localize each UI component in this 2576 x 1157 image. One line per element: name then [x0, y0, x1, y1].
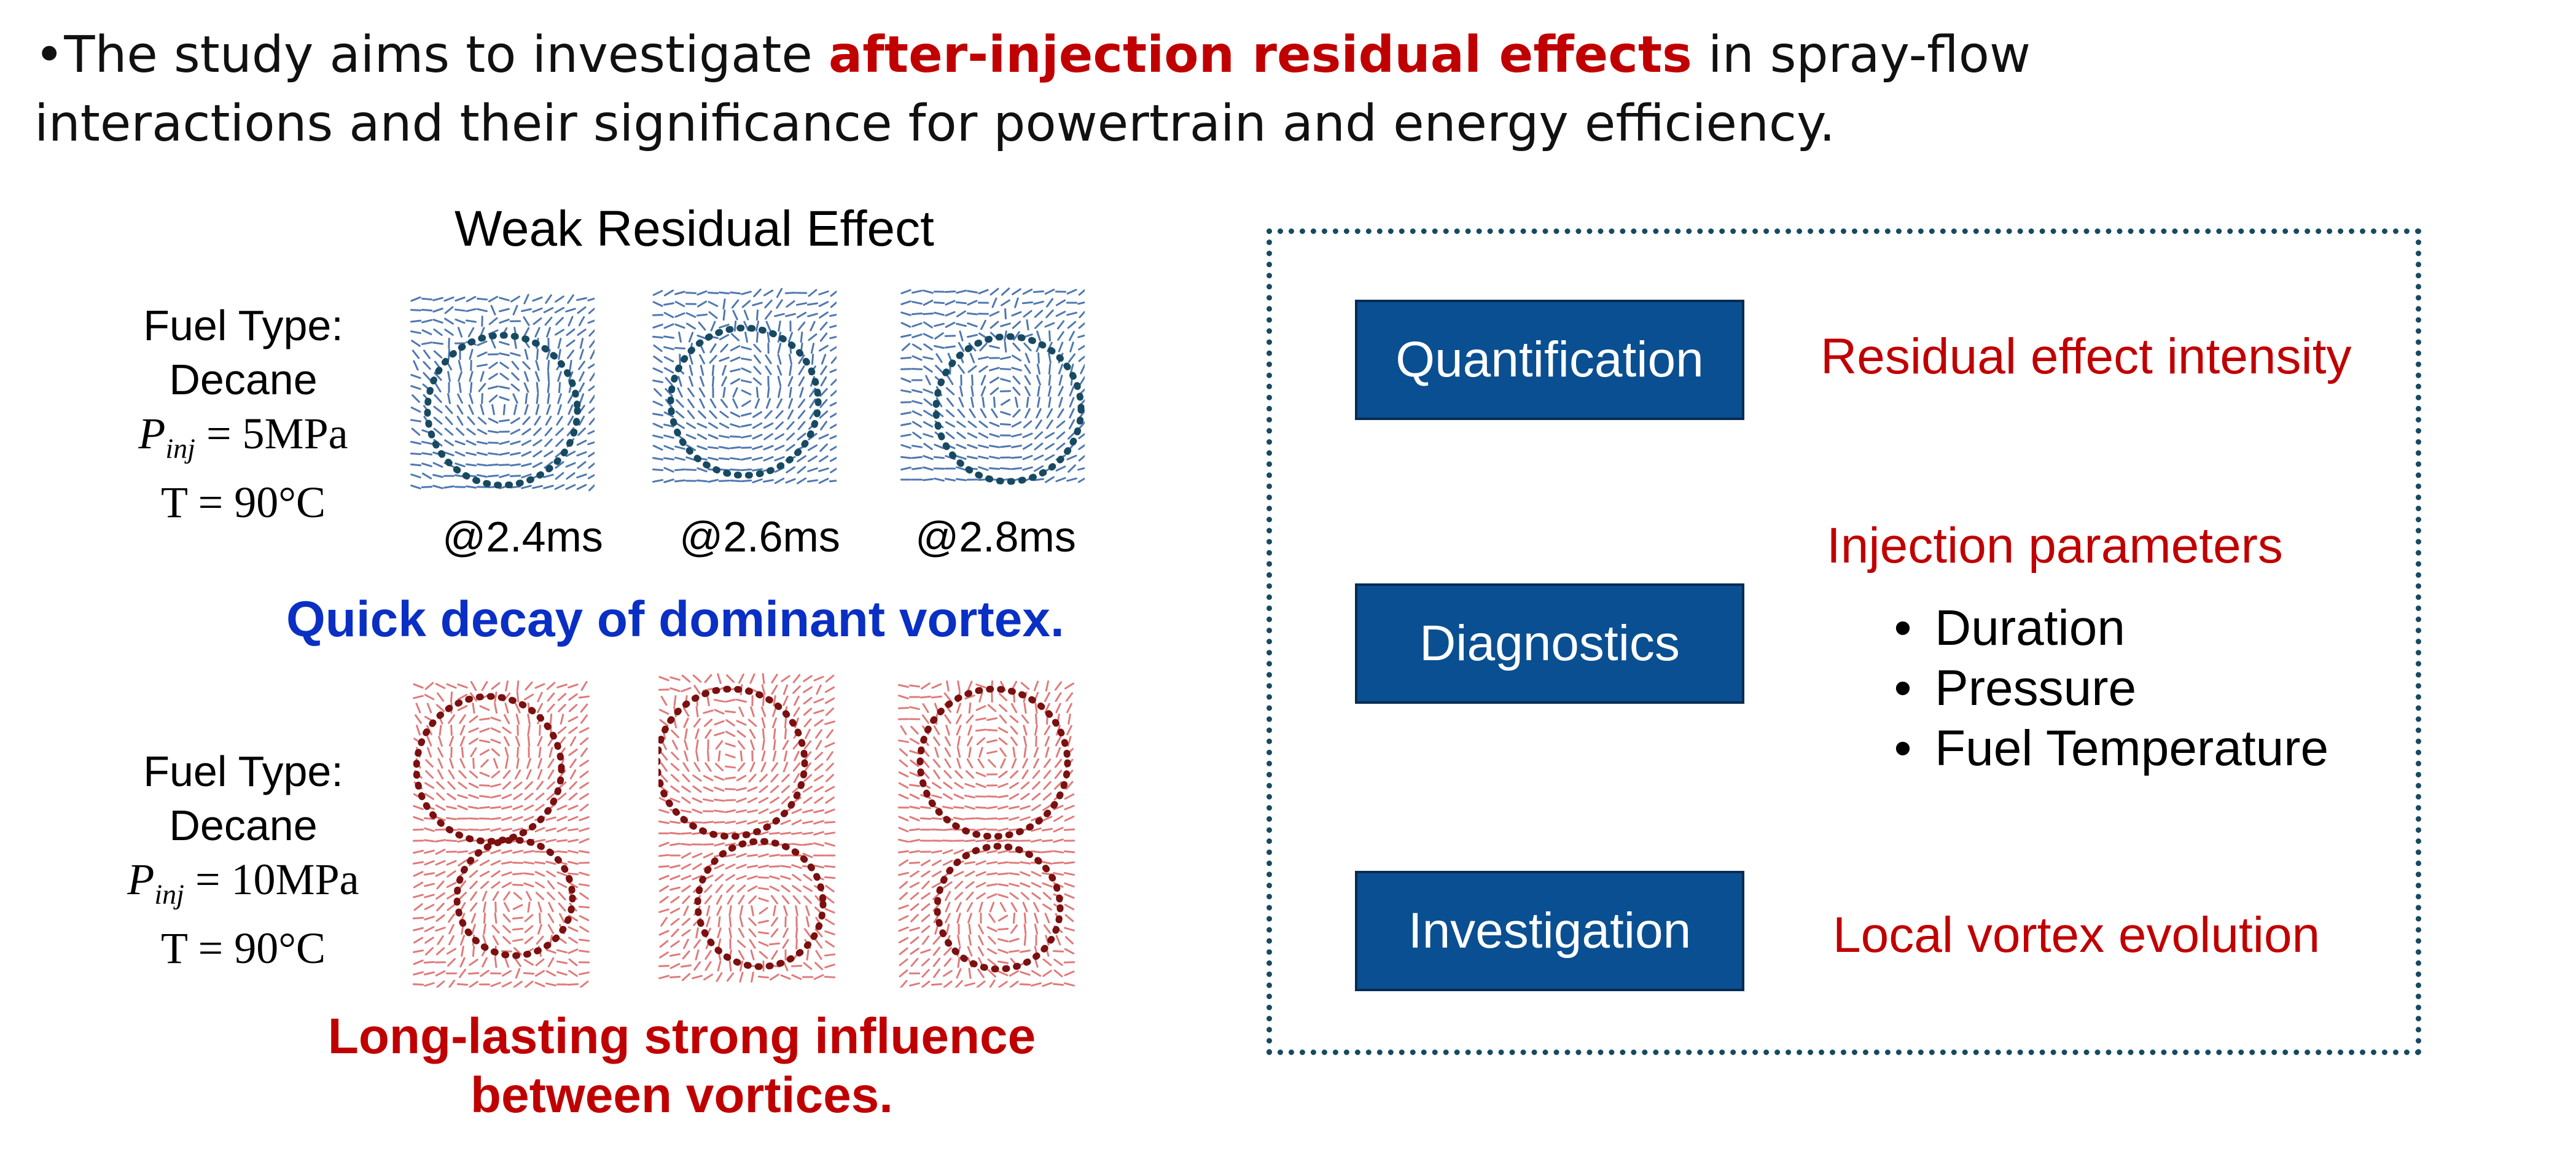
- parameter-item: • Pressure: [1871, 658, 2328, 719]
- vector-arrows: [900, 287, 1085, 483]
- vortex-circle: [934, 843, 1064, 973]
- diagnostics-box: Diagnostics: [1355, 583, 1744, 704]
- top-pressure-symbol: P: [138, 409, 166, 458]
- top-condition-block: Fuel Type: Decane Pinj = 5MPa T = 90°C: [84, 298, 403, 529]
- bullet-icon: •: [1894, 720, 1912, 776]
- time-label-3: @2.8ms: [915, 513, 1076, 561]
- intro-sentence: •The study aims to investigate after-inj…: [34, 21, 2246, 158]
- strong-vector-field-1: [413, 680, 590, 988]
- top-fuel-type-label: Fuel Type:: [143, 302, 343, 349]
- weak-vector-field-3: [900, 287, 1085, 485]
- time-label-1: @2.4ms: [442, 513, 603, 561]
- parameter-duration: Duration: [1935, 600, 2125, 656]
- bottom-temperature: T = 90°C: [160, 924, 326, 973]
- intro-bullet: •: [34, 26, 64, 84]
- time-label-2: @2.6ms: [679, 513, 840, 561]
- vortex-circle: [413, 693, 565, 845]
- injection-parameters-label: Injection parameters: [1827, 518, 2283, 574]
- long-lasting-message-line2: between vortices.: [470, 1067, 894, 1123]
- vortex-circle: [658, 685, 808, 840]
- diagnostics-label: Diagnostics: [1419, 615, 1680, 671]
- parameter-item: • Fuel Temperature: [1871, 719, 2329, 779]
- parameter-list: • Duration • Pressure • Fuel Temperature: [1871, 598, 2329, 779]
- long-lasting-message: Long-lasting strong influence between vo…: [215, 1007, 1149, 1125]
- residual-effect-intensity-label: Residual effect intensity: [1821, 329, 2352, 384]
- vortex-circle: [667, 324, 822, 479]
- parameter-pressure: Pressure: [1935, 660, 2137, 716]
- vortex-circle: [694, 838, 827, 970]
- bottom-pressure-value: = 10MPa: [184, 855, 359, 904]
- bullet-icon: •: [1894, 660, 1912, 716]
- long-lasting-message-line1: Long-lasting strong influence: [327, 1008, 1036, 1064]
- weak-vector-field-2: [652, 287, 837, 485]
- vortex-circle: [453, 836, 576, 959]
- intro-text-start: The study aims to investigate: [64, 26, 829, 84]
- bottom-condition-block: Fuel Type: Decane Pinj = 10MPa T = 90°C: [84, 744, 403, 975]
- vector-arrows: [410, 294, 595, 491]
- investigation-box: Investigation: [1355, 871, 1744, 991]
- top-pressure-value: = 5MPa: [195, 409, 348, 458]
- top-pressure: Pinj = 5MPa: [84, 407, 403, 475]
- weak-vector-field-1: [410, 294, 595, 491]
- bottom-fuel-type-label: Fuel Type:: [143, 747, 343, 795]
- vector-arrows: [413, 680, 590, 988]
- top-pressure-subscript: inj: [165, 432, 195, 464]
- bottom-pressure-symbol: P: [127, 855, 155, 904]
- investigation-label: Investigation: [1408, 903, 1692, 959]
- vector-arrows: [652, 287, 837, 485]
- top-fuel-name: Decane: [169, 356, 318, 403]
- vortex-circle: [916, 685, 1071, 840]
- top-temperature: T = 90°C: [160, 478, 326, 528]
- parameter-fuel-temperature: Fuel Temperature: [1935, 720, 2329, 776]
- intro-text-end: in spray-flow interactions and their sig…: [34, 26, 2031, 153]
- bullet-icon: •: [1894, 600, 1912, 656]
- vortex-circle: [932, 333, 1085, 485]
- vector-arrows: [658, 673, 836, 983]
- quantification-box: Quantification: [1355, 300, 1744, 420]
- workflow-frame: [1267, 228, 2421, 1055]
- bottom-pressure-subscript: inj: [154, 878, 184, 910]
- weak-residual-title: Weak Residual Effect: [455, 201, 934, 257]
- parameter-item: • Duration: [1871, 598, 2328, 658]
- bottom-pressure: Pinj = 10MPa: [84, 852, 403, 921]
- quick-decay-message: Quick decay of dominant vortex.: [286, 591, 1064, 647]
- strong-vector-field-2: [658, 673, 836, 983]
- bottom-fuel-name: Decane: [169, 801, 318, 849]
- strong-vector-field-3: [898, 680, 1075, 988]
- local-vortex-evolution-label: Local vortex evolution: [1833, 907, 2320, 963]
- vortex-circle: [424, 332, 581, 489]
- quantification-label: Quantification: [1395, 332, 1704, 388]
- intro-highlight: after-injection residual effects: [828, 26, 1692, 84]
